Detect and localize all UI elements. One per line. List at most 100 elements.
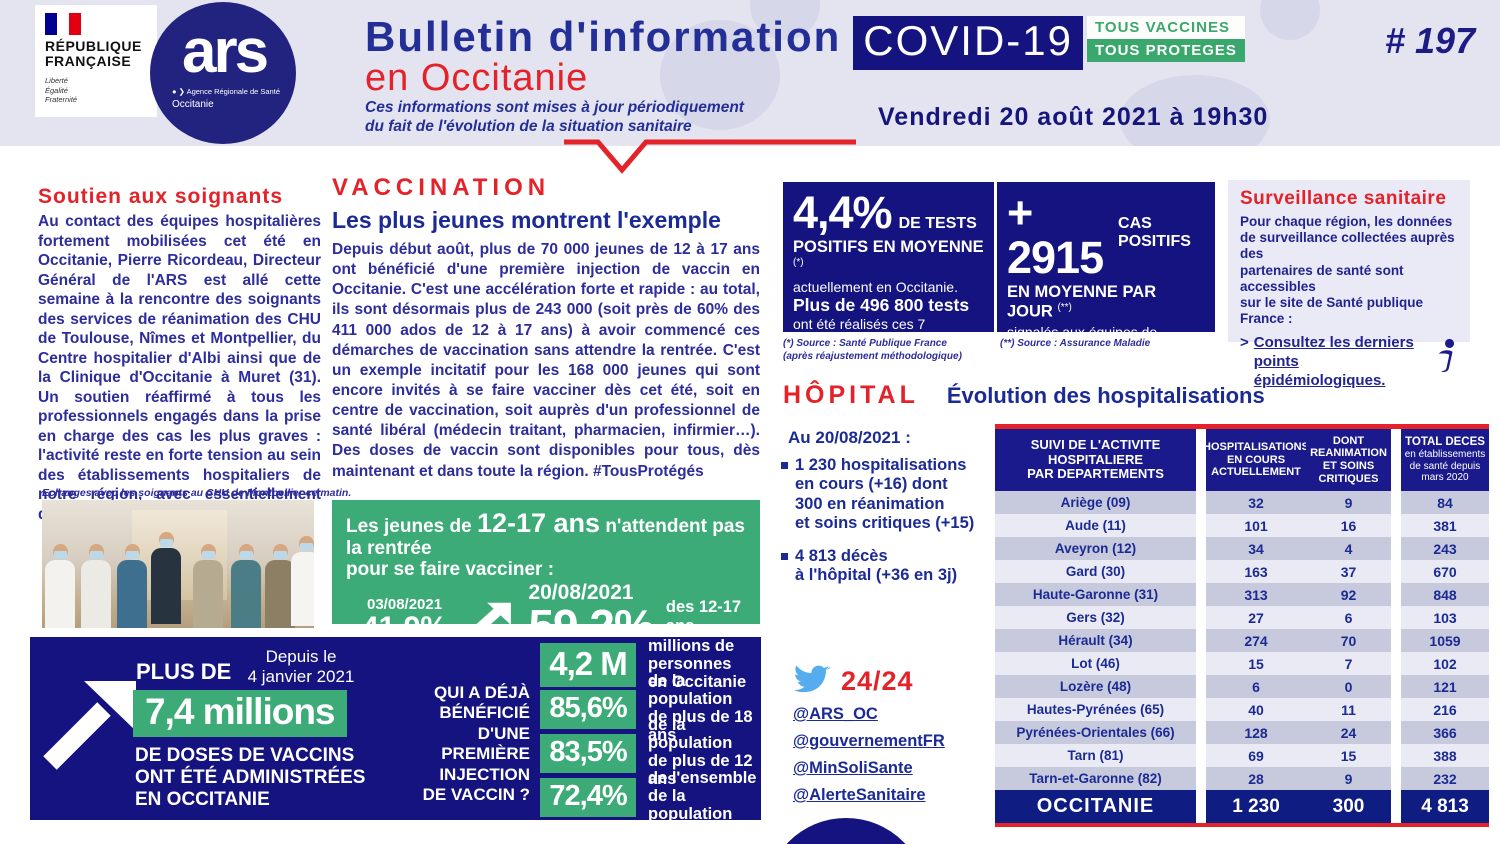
table-top-rule	[995, 424, 1489, 429]
table-cell-rea: 70	[1306, 629, 1391, 652]
table-cell-hosp: 69	[1206, 744, 1306, 767]
stat-value: 85,6%	[540, 689, 636, 729]
deaths-bullet: 4 813 décès à l'hôpital (+36 en 3j)	[781, 547, 985, 586]
republique-name: RÉPUBLIQUE FRANÇAISE	[45, 38, 142, 70]
ars-logo: ars ● ❯ Agence Régionale de Santé Occita…	[150, 2, 296, 144]
decorative-circle	[765, 818, 927, 844]
twitter-handle-ars[interactable]: @ARS_OC	[793, 705, 878, 723]
table-cell-dept: Tarn-et-Garonne (82)	[995, 767, 1196, 790]
ars-acronym: ars	[182, 17, 269, 86]
hospitalisations-headline: Évolution des hospitalisations	[946, 383, 1265, 408]
table-header-row: SUIVI DE L'ACTIVITE HOSPITALIERE PAR DEP…	[995, 429, 1489, 491]
cases-label: CAS POSITIFS	[1118, 215, 1191, 250]
table-cell-deces: 670	[1401, 560, 1489, 583]
youth-vaccination-box: Les jeunes de 12-17 ans n'attendent pas …	[332, 500, 760, 709]
table-cell-hosp: 6	[1206, 675, 1306, 698]
table-cell-deces: 103	[1401, 606, 1489, 629]
youth-box-title: Les jeunes de 12-17 ans n'attendent pas …	[346, 508, 745, 559]
table-row: Pyrénées-Orientales (66) 128 24 366	[995, 721, 1489, 744]
ars-logo-region: Occitanie	[172, 99, 214, 110]
cases-value: + 2915	[1007, 187, 1104, 283]
table-cell-hosp: 274	[1206, 629, 1306, 652]
table-cell-hosp: 101	[1206, 514, 1306, 537]
table-cell-hosp: 128	[1206, 721, 1306, 744]
table-bottom-rule	[995, 823, 1489, 827]
table-cell-dept: Ariège (09)	[995, 491, 1196, 514]
table-cell-hosp: 163	[1206, 560, 1306, 583]
slogan-badges: TOUS VACCINES TOUS PROTEGES	[1087, 16, 1245, 62]
youth-box-title-line2: pour se faire vacciner :	[346, 558, 555, 580]
hospital-table-rows: Ariège (09) 32 9 84 Aude (11) 101 16 381 Aveyron…	[995, 491, 1489, 790]
table-cell-dept: Aveyron (12)	[995, 537, 1196, 560]
stat-label: de l'ensemble de la population	[648, 769, 757, 823]
total-reanimation: 300	[1306, 790, 1391, 823]
surveillance-box: Surveillance sanitaire Pour chaque régio…	[1228, 180, 1470, 389]
table-cell-deces: 84	[1401, 491, 1489, 514]
table-row: Lot (46) 15 7 102	[995, 652, 1489, 675]
twitter-handle-alertesanitaire[interactable]: @AlerteSanitaire	[793, 786, 926, 804]
ars-logo-subtitle: ● ❯ Agence Régionale de Santé	[172, 87, 280, 96]
availability-24-24: 24/24	[841, 665, 914, 696]
vaccination-heading: VACCINATION	[332, 174, 551, 201]
table-cell-deces: 216	[1401, 698, 1489, 721]
table-cell-rea: 4	[1306, 537, 1391, 560]
table-cell-deces: 102	[1401, 652, 1489, 675]
col-header-departments: SUIVI DE L'ACTIVITE HOSPITALIERE PAR DEP…	[995, 429, 1196, 491]
table-row: Haute-Garonne (31) 313 92 848	[995, 583, 1489, 606]
table-cell-hosp: 313	[1206, 583, 1306, 606]
covid-19-chip: COVID-19	[853, 16, 1084, 70]
table-row: Ariège (09) 32 9 84	[995, 491, 1489, 514]
table-cell-rea: 0	[1306, 675, 1391, 698]
table-cell-hosp: 32	[1206, 491, 1306, 514]
since-date: Depuis le 4 janvier 2021	[247, 647, 355, 687]
caregivers-photo	[42, 500, 314, 628]
surveillance-heading: Surveillance sanitaire	[1240, 188, 1447, 209]
table-cell-rea: 9	[1306, 491, 1391, 514]
header-band: RÉPUBLIQUE FRANÇAISE Liberté Égalité Fra…	[0, 0, 1500, 146]
table-cell-dept: Lot (46)	[995, 652, 1196, 675]
stat-row: 4,2 M millions de personnes en Occitanie	[540, 637, 761, 691]
table-cell-rea: 24	[1306, 721, 1391, 744]
footnote-cases-source: (**) Source : Assurance Maladie	[1000, 338, 1151, 349]
virus-watermark	[660, 20, 780, 130]
table-row: Tarn (81) 69 15 388	[995, 744, 1489, 767]
twitter-handle-minsolisante[interactable]: @MinSoliSante	[793, 759, 913, 777]
table-row: Gard (30) 163 37 670	[995, 560, 1489, 583]
bulletin-date: Vendredi 20 août 2021 à 19h30	[878, 103, 1269, 131]
up-trend-arrow-icon	[466, 603, 511, 641]
french-flag-icon	[45, 13, 81, 35]
col-header-reanimation: DONT REANIMATION ET SOINS CRITIQUES	[1306, 429, 1391, 491]
twitter-block: 24/24 @ARS_OC @gouvernementFR @MinSoliSa…	[793, 665, 945, 805]
hopital-heading: HÔPITAL	[783, 381, 919, 409]
table-row: Aude (11) 101 16 381	[995, 514, 1489, 537]
twitter-handle-gouvernement[interactable]: @gouvernementFR	[793, 732, 945, 750]
table-cell-hosp: 40	[1206, 698, 1306, 721]
table-cell-rea: 6	[1306, 606, 1391, 629]
col-header-deces: TOTAL DECES en établissements de santé d…	[1401, 429, 1489, 491]
soutien-body: Au contact des équipes hospitalières for…	[38, 213, 321, 523]
table-cell-dept: Tarn (81)	[995, 744, 1196, 767]
table-cell-dept: Haute-Garonne (31)	[995, 583, 1196, 606]
table-row: Aveyron (12) 34 4 243	[995, 537, 1489, 560]
table-cell-deces: 388	[1401, 744, 1489, 767]
table-cell-deces: 243	[1401, 537, 1489, 560]
total-hospitalisations: 1 230	[1206, 790, 1306, 823]
surveillance-body: Pour chaque région, les données de surve…	[1240, 214, 1455, 327]
stat-row: 72,4% de l'ensemble de la population	[540, 769, 761, 823]
big-up-trend-arrow-icon	[43, 681, 136, 770]
epidemiology-link[interactable]: Consultez les derniers points épidémiolo…	[1253, 334, 1414, 389]
positive-cases-box: + 2915 CAS POSITIFS EN MOYENNE PAR JOUR …	[997, 182, 1215, 404]
stat-row: 83,5% de la population de plus de 12 ans	[540, 716, 761, 788]
first-injection-stats: 4,2 M millions de personnes en Occitanie…	[540, 637, 761, 823]
total-deces: 4 813	[1401, 790, 1489, 823]
table-cell-dept: Aude (11)	[995, 514, 1196, 537]
table-row: Gers (32) 27 6 103	[995, 606, 1489, 629]
stat-row: 85,6% de la population de plus de 18 ans	[540, 672, 761, 744]
table-cell-deces: 1059	[1401, 629, 1489, 652]
bulletin-title: Bulletin d'information	[365, 13, 842, 60]
photo-caption: Echanges avec les soignants au CHU de Mo…	[42, 487, 352, 499]
stat-label: de la population de plus de 18 ans	[648, 672, 753, 744]
stat-value: 83,5%	[540, 733, 636, 773]
table-cell-hosp: 15	[1206, 652, 1306, 675]
